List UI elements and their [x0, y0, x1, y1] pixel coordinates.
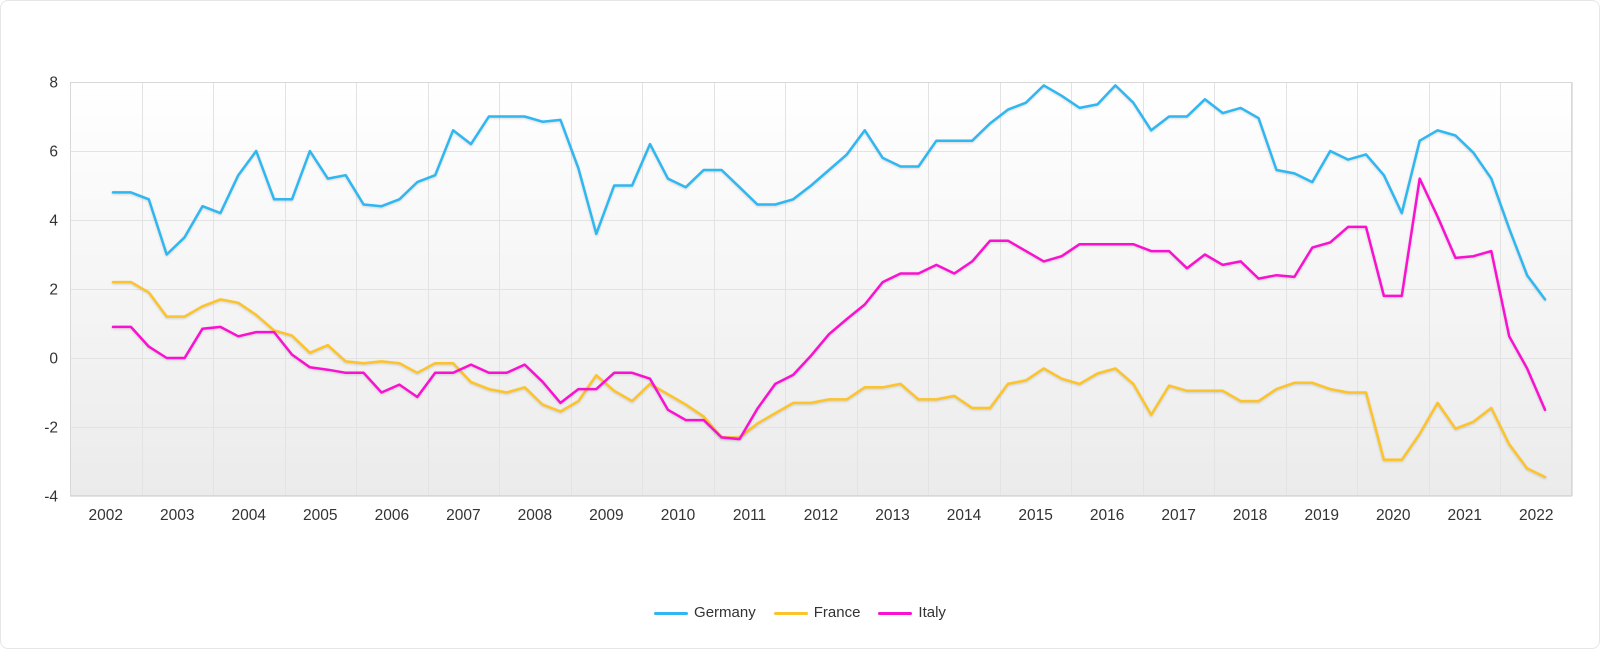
legend-label-france: France [813, 604, 861, 621]
x-tick-label: 2019 [1304, 507, 1338, 524]
legend: Germany France Italy [1, 603, 1599, 623]
x-tick-label: 2011 [733, 507, 766, 524]
x-tick-label: 2008 [518, 507, 552, 524]
x-tick-label: 2009 [589, 507, 623, 524]
x-tick-label: 2007 [446, 507, 480, 524]
x-tick-label: 2012 [804, 507, 838, 524]
legend-item-germany[interactable]: Germany [654, 603, 756, 623]
legend-label-italy: Italy [918, 604, 946, 621]
series-line-germany[interactable] [111, 84, 1547, 301]
gridlines [70, 82, 1573, 497]
x-tick-label: 2010 [661, 507, 696, 524]
x-tick-label: 2006 [375, 507, 409, 524]
legend-swatch-germany [654, 611, 689, 615]
legend-swatch-italy [878, 611, 913, 615]
x-tick-label: 2005 [303, 507, 337, 524]
legend-label-germany: Germany [694, 604, 756, 621]
y-tick-label: 0 [49, 351, 58, 368]
x-tick-label: 2002 [89, 507, 123, 524]
x-tick-label: 2021 [1447, 507, 1481, 524]
x-tick-label: 2022 [1519, 507, 1553, 524]
plot-border [70, 82, 1572, 496]
x-tick-label: 2004 [232, 507, 267, 524]
y-tick-label: 8 [49, 75, 58, 92]
legend-item-france[interactable]: France [773, 603, 861, 623]
y-tick-label: 2 [49, 282, 58, 299]
series-line-italy[interactable] [111, 177, 1547, 441]
legend-swatch-france [773, 611, 808, 615]
y-tick-label: -2 [44, 420, 58, 437]
x-tick-label: 2013 [875, 507, 909, 524]
x-tick-label: 2018 [1233, 507, 1267, 524]
x-tick-label: 2020 [1376, 507, 1411, 524]
y-tick-label: 6 [49, 144, 58, 161]
x-tick-label: 2016 [1090, 507, 1124, 524]
x-tick-label: 2017 [1161, 507, 1195, 524]
x-tick-label: 2003 [160, 507, 194, 524]
x-tick-label: 2015 [1018, 507, 1052, 524]
x-tick-label: 2014 [947, 507, 982, 524]
y-tick-label: -4 [44, 489, 58, 506]
y-tick-label: 4 [49, 213, 58, 230]
legend-item-italy[interactable]: Italy [878, 603, 946, 623]
x-axis-labels: 2002 2003 2004 2005 2006 2007 2008 2009 2010 2011… [89, 507, 1554, 524]
series-line-france[interactable] [111, 280, 1547, 479]
y-axis-labels: 8 6 4 2 0 -2 -4 [44, 75, 58, 506]
